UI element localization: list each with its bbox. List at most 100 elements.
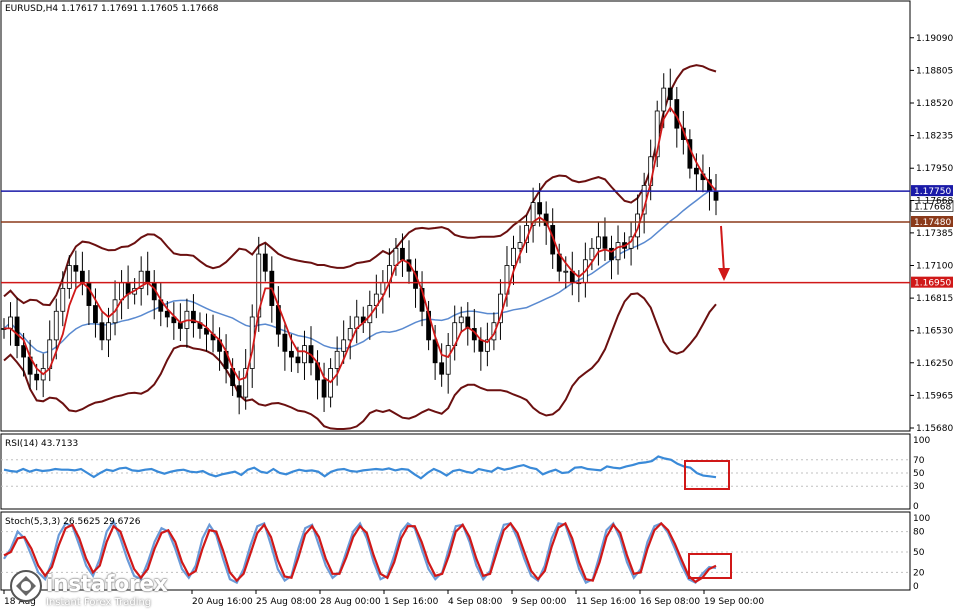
candle-body — [694, 167, 699, 175]
bollinger-upper — [3, 64, 717, 307]
level-tag — [911, 276, 953, 288]
stoch-highlight-box — [688, 553, 732, 579]
candle-body — [713, 190, 719, 201]
candle-body — [21, 345, 26, 358]
rsi-title: RSI(14) 43.7133 — [5, 439, 78, 449]
price-tick-label: 1.18520 — [916, 99, 953, 109]
candle-body — [615, 242, 621, 261]
candle-body — [654, 110, 660, 158]
candle-body — [432, 339, 438, 364]
rsi-tick-label: 0 — [913, 502, 919, 512]
price-tick-label: 1.16815 — [916, 294, 953, 304]
price-tick-label: 1.17385 — [916, 229, 953, 239]
candle-body — [393, 247, 399, 266]
level-tag — [911, 185, 953, 197]
candle-body — [445, 345, 451, 375]
level-tag-label: 1.17750 — [914, 187, 951, 197]
x-tick-label: 11 Sep 16:00 — [576, 597, 636, 607]
candle-body — [511, 247, 516, 266]
x-tick-label: 20 Aug 16:00 — [192, 597, 253, 607]
candle-body — [93, 305, 98, 324]
x-tick-label: 4 Sep 08:00 — [448, 597, 503, 607]
candle-body — [334, 350, 340, 369]
candle-body — [530, 202, 536, 226]
candle-body — [243, 368, 249, 398]
current-price-tag — [910, 200, 954, 212]
candle-body — [60, 287, 66, 312]
price-tick-label: 1.17668 — [916, 196, 953, 206]
candle-body — [73, 265, 79, 272]
bollinger-lower — [3, 292, 717, 430]
level-tag-label: 1.17480 — [914, 218, 951, 228]
stoch-tick-label: 50 — [913, 548, 925, 558]
stoch-main-line — [3, 519, 717, 585]
candle-body — [295, 356, 301, 364]
current-price-label: 1.17668 — [914, 202, 951, 212]
stoch-signal-line — [3, 521, 717, 584]
watermark-tagline: Instant Forex Trading — [46, 597, 152, 608]
candle-body — [609, 247, 614, 261]
candle-body — [563, 270, 569, 273]
candle-body — [8, 316, 13, 329]
x-tick-label: 28 Aug 00:00 — [320, 597, 381, 607]
price-tick-label: 1.18805 — [916, 66, 953, 76]
price-tick-label: 1.15965 — [916, 391, 953, 401]
down-arrow-shaft — [720, 225, 725, 273]
level-tag-label: 1.16950 — [914, 279, 951, 289]
stoch-title: Stoch(5,3,3) 26.5625 29.6726 — [5, 517, 141, 527]
down-arrow-icon — [718, 268, 730, 281]
rsi-tick-label: 100 — [913, 436, 930, 446]
rsi-tick-label: 70 — [913, 456, 925, 466]
rsi-tick-label: 50 — [913, 469, 925, 479]
price-tick-label: 1.16250 — [916, 359, 953, 369]
candle-body — [145, 270, 151, 284]
candle-body — [661, 87, 667, 112]
candle-body — [282, 333, 288, 352]
price-tick-label: 1.15680 — [916, 424, 953, 434]
candle-body — [138, 270, 144, 289]
instaforex-logo-icon — [10, 570, 42, 602]
x-tick-label: 19 Sep 00:00 — [704, 597, 764, 607]
candle-body — [79, 270, 85, 284]
ma-blue-line — [3, 187, 717, 354]
candle-body — [106, 322, 111, 341]
stoch-tick-label: 20 — [913, 568, 925, 578]
x-tick-label: 25 Aug 08:00 — [256, 597, 317, 607]
candle-body — [537, 202, 543, 215]
x-tick-label: 1 Sep 16:00 — [384, 597, 439, 607]
candle-body — [439, 362, 445, 375]
candle-body — [164, 310, 170, 318]
price-tick-label: 1.19090 — [916, 34, 953, 44]
candle-body — [34, 373, 40, 381]
rsi-line — [3, 455, 717, 480]
candle-body — [589, 247, 595, 261]
candle-body — [465, 316, 471, 329]
candle-body — [517, 242, 523, 249]
rsi-highlight-box — [684, 460, 730, 490]
stoch-tick-label: 0 — [913, 582, 919, 592]
candle-body — [262, 253, 268, 272]
candle-body — [347, 328, 353, 341]
x-tick-label: 9 Sep 00:00 — [512, 597, 567, 607]
candle-body — [667, 87, 673, 100]
candle-body — [119, 282, 124, 301]
candle-body — [321, 379, 327, 398]
candle-body — [478, 339, 484, 352]
candle-body — [236, 385, 242, 398]
candle-body — [400, 247, 405, 261]
price-tick-label: 1.16530 — [916, 327, 953, 337]
price-tick-label: 1.18235 — [916, 132, 953, 142]
watermark-brand: instaforex — [46, 572, 168, 597]
candle-body — [191, 310, 196, 324]
candle-body — [53, 310, 59, 341]
candle-body — [302, 345, 307, 364]
candle-body — [14, 316, 20, 347]
candle-body — [289, 350, 294, 358]
candle-body — [458, 316, 464, 324]
rsi-tick-label: 30 — [913, 482, 925, 492]
x-tick-label: 16 Sep 08:00 — [640, 597, 700, 607]
candle-body — [602, 236, 608, 249]
candle-body — [596, 236, 601, 249]
candle-body — [341, 339, 347, 352]
price-tick-label: 1.17100 — [916, 261, 953, 271]
